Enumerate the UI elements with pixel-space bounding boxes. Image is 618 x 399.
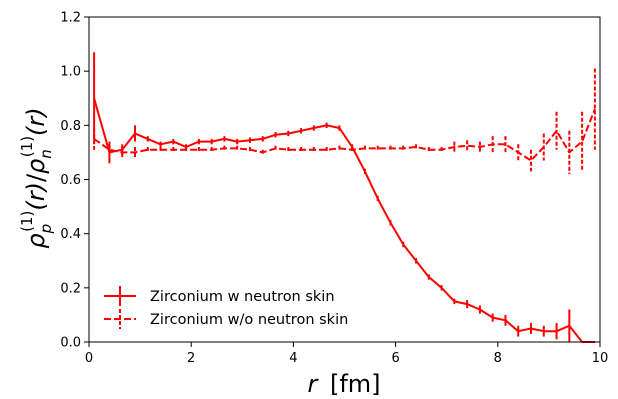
y-axis-label: ρp(1)(r)/ρn(1)(r) [18, 107, 55, 248]
svg-text:ρp(1)(r)/ρn(1)(r): ρp(1)(r)/ρn(1)(r) [18, 107, 55, 248]
y-label-arg-p: (r) [22, 182, 50, 211]
y-label-sup-n: (1) [18, 136, 36, 157]
y-label-rho-p: ρ [22, 233, 50, 248]
x-tick-label: 10 [592, 351, 609, 366]
y-tick-label: 0.8 [60, 119, 81, 134]
y-tick-label: 0.0 [60, 336, 81, 351]
y-label-sub-n: n [37, 149, 55, 159]
y-label-arg-n: (r) [22, 107, 50, 136]
legend-label-without-skin: Zirconium w/o neutron skin [150, 312, 348, 328]
series-line [93, 108, 596, 162]
y-label-rho-n: ρ [22, 159, 50, 174]
y-tick-label: 0.2 [60, 281, 81, 296]
y-label-sub-p: p [37, 224, 55, 235]
y-tick-label: 1.0 [60, 65, 81, 80]
y-label-slash: / [22, 173, 50, 182]
y-tick-label: 1.2 [60, 11, 81, 26]
plot-frame [88, 16, 601, 343]
series-line [93, 98, 595, 343]
x-axis-ticks: 0 2 4 6 8 10 [85, 342, 608, 366]
plot-series [93, 52, 596, 343]
x-axis-label: r [fm] [307, 370, 380, 398]
x-tick-label: 4 [289, 351, 297, 366]
y-axis-ticks: 0.0 0.2 0.4 0.6 0.8 1.0 1.2 [60, 11, 89, 351]
series-without-neutron-skin [93, 68, 596, 175]
x-tick-label: 6 [391, 351, 399, 366]
series-with-neutron-skin [93, 52, 595, 343]
y-tick-label: 0.4 [60, 227, 81, 242]
x-tick-label: 2 [187, 351, 195, 366]
x-axis-label-unit: [fm] [330, 370, 381, 398]
y-tick-label: 0.6 [60, 173, 81, 188]
x-axis-label-var: r [307, 370, 319, 398]
x-tick-label: 0 [85, 351, 93, 366]
legend-label-with-skin: Zirconium w neutron skin [150, 289, 335, 305]
legend: Zirconium w neutron skin Zirconium w/o n… [104, 286, 348, 329]
y-label-sup-p: (1) [18, 211, 36, 232]
x-tick-label: 8 [494, 351, 502, 366]
